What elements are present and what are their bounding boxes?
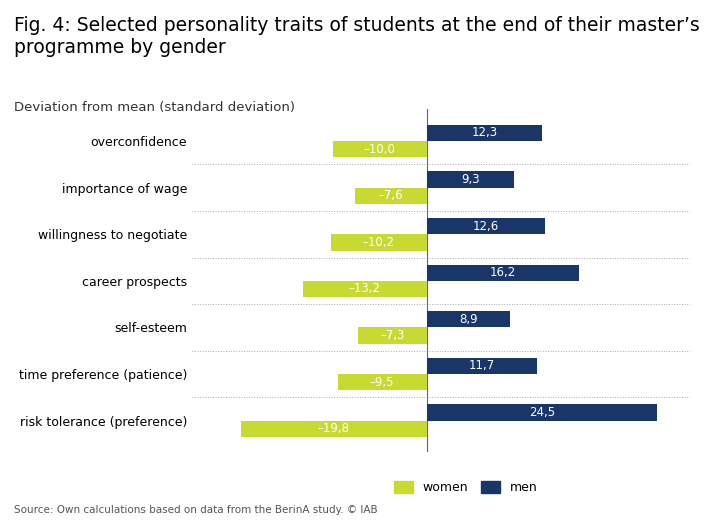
Bar <box>303 281 427 297</box>
Text: –9,5: –9,5 <box>370 375 395 388</box>
Bar <box>333 141 427 158</box>
Text: 12,6: 12,6 <box>473 219 499 232</box>
Bar <box>331 234 427 251</box>
Text: Fig. 4: Selected personality traits of students at the end of their master’s
pro: Fig. 4: Selected personality traits of s… <box>14 16 700 57</box>
Bar <box>358 328 427 344</box>
Text: 9,3: 9,3 <box>461 173 480 186</box>
Text: 12,3: 12,3 <box>471 126 498 139</box>
Bar <box>427 265 579 281</box>
Text: –10,2: –10,2 <box>363 236 395 249</box>
Bar <box>427 125 542 141</box>
Text: –19,8: –19,8 <box>318 422 350 435</box>
Text: 8,9: 8,9 <box>459 313 478 326</box>
Text: 24,5: 24,5 <box>529 406 555 419</box>
Text: –7,6: –7,6 <box>379 189 403 202</box>
Bar <box>427 404 657 421</box>
Text: –7,3: –7,3 <box>380 329 405 342</box>
Text: –13,2: –13,2 <box>349 282 381 295</box>
Text: Deviation from mean (standard deviation): Deviation from mean (standard deviation) <box>14 101 295 114</box>
Bar <box>338 374 427 390</box>
Bar <box>427 218 545 234</box>
Bar <box>241 421 427 437</box>
Text: 11,7: 11,7 <box>469 359 495 372</box>
Bar <box>427 358 537 374</box>
Text: 16,2: 16,2 <box>490 266 516 279</box>
Bar <box>427 172 514 188</box>
Bar <box>427 311 510 328</box>
Bar <box>356 188 427 204</box>
Text: Source: Own calculations based on data from the BerinA study. © IAB: Source: Own calculations based on data f… <box>14 505 378 515</box>
Legend: women, men: women, men <box>394 481 538 494</box>
Text: –10,0: –10,0 <box>364 143 396 156</box>
